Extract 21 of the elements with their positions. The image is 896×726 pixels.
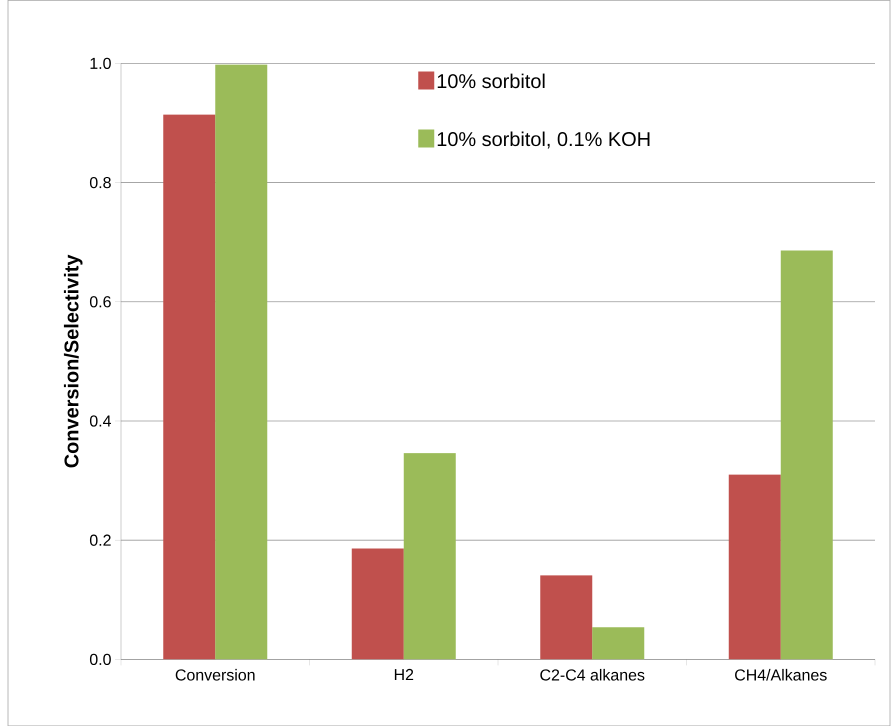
- x-tick-label: CH4/Alkanes: [735, 668, 827, 680]
- x-tick-label: C2-C4 alkanes: [540, 668, 644, 680]
- legend-label: 10% sorbitol: [438, 73, 545, 88]
- y-tick-label: 0.6: [90, 296, 111, 308]
- bar: [728, 474, 781, 660]
- x-tick-label: H2: [394, 668, 414, 680]
- x-tick-label: Conversion: [176, 668, 255, 680]
- legend-label: 10% sorbitol, 0.1% KOH: [438, 131, 650, 148]
- y-axis-title: Conversion/Selectivity: [64, 254, 82, 468]
- y-tick-label: 0.8: [90, 176, 111, 188]
- bar: [404, 452, 456, 660]
- bar: [592, 627, 644, 660]
- bar: [163, 114, 216, 660]
- bar: [540, 575, 592, 660]
- bar: [215, 64, 268, 660]
- bar: [780, 250, 833, 660]
- y-tick-label: 0.4: [90, 415, 112, 426]
- y-tick-label: 0.0: [90, 654, 111, 665]
- y-tick-label: 1.0: [90, 58, 111, 69]
- bar: [352, 548, 404, 660]
- y-tick-label: 0.2: [90, 534, 111, 546]
